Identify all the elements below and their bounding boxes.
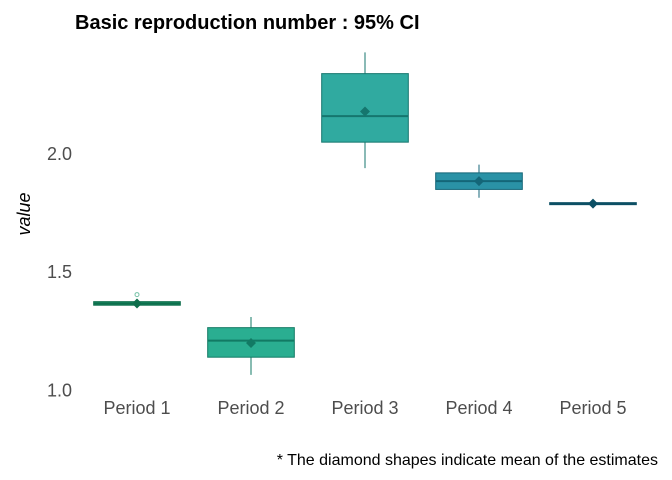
- x-tick-label: Period 3: [331, 398, 398, 418]
- y-tick-label: 1.5: [47, 262, 72, 282]
- x-tick-label: Period 1: [103, 398, 170, 418]
- x-tick-label: Period 2: [217, 398, 284, 418]
- x-tick-label: Period 4: [445, 398, 512, 418]
- mean-diamond: [474, 176, 484, 187]
- y-tick-label: 2.0: [47, 144, 72, 164]
- box-group: [549, 198, 637, 209]
- y-tick-label: 1.0: [47, 380, 72, 400]
- mean-diamond: [360, 106, 370, 117]
- y-axis-label: value: [14, 192, 34, 235]
- box-group: [321, 52, 409, 169]
- box-outlier: [134, 292, 140, 298]
- chart-title: Basic reproduction number : 95% CI: [75, 12, 420, 34]
- box-group: [207, 317, 295, 375]
- mean-diamond: [246, 338, 256, 349]
- chart-caption: * The diamond shapes indicate mean of th…: [276, 452, 658, 469]
- x-tick-label: Period 5: [559, 398, 626, 418]
- box-group: [93, 292, 181, 309]
- box-group: [435, 164, 523, 198]
- y-tick-labels: 1.0 1.5 2.0: [47, 144, 72, 400]
- x-tick-labels: Period 1 Period 2 Period 3 Period 4 Period 5: [103, 398, 626, 418]
- boxes: [93, 52, 637, 375]
- mean-diamond: [588, 198, 598, 209]
- mean-diamond: [132, 298, 142, 309]
